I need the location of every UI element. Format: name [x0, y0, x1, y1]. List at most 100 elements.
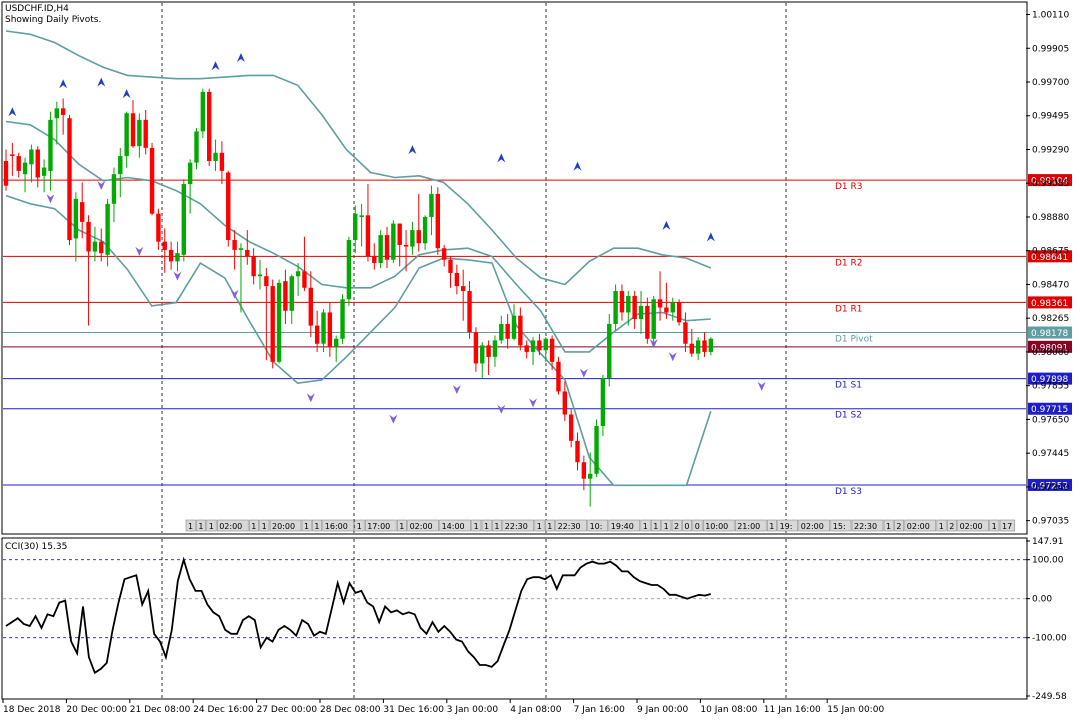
time-tag-text: 0	[695, 522, 700, 531]
pivot-level-label: D1 R3	[835, 182, 863, 192]
candle-body	[695, 340, 701, 354]
candle-body	[86, 221, 91, 252]
fractal-up-arrow	[573, 161, 582, 171]
fractal-up-arrow	[706, 232, 715, 242]
time-tag-text: 22:30	[558, 522, 581, 531]
fractal-up-arrow	[211, 61, 220, 71]
time-tag-text: 1	[357, 522, 362, 531]
bullish-candle	[137, 113, 142, 158]
fractal-up-arrow	[8, 107, 17, 117]
bearish-candle	[67, 114, 72, 245]
time-axis-label: 9 Jan 00:00	[637, 705, 689, 715]
bullish-candle	[175, 241, 180, 272]
candle-body	[461, 286, 466, 292]
bearish-candle	[314, 310, 320, 352]
indicator-subtitle: Showing Daily Pivots.	[5, 15, 102, 25]
candle-body	[410, 230, 415, 247]
candle-body	[289, 276, 294, 311]
time-tag	[894, 519, 905, 532]
time-tag-text: 02:00	[219, 522, 242, 531]
time-tag-text: 1	[399, 522, 404, 531]
time-tag-text: 1	[664, 522, 669, 531]
pivot-level-label: D1 R2	[835, 258, 863, 268]
pivot-price-tag-text: 0.97252	[1031, 481, 1068, 491]
candle-body	[54, 108, 59, 119]
bearish-candle	[632, 291, 637, 329]
candle-body	[137, 119, 142, 147]
candle-body	[99, 241, 104, 254]
pivot-price-tag	[1028, 296, 1072, 309]
time-tag	[851, 519, 884, 532]
time-tag-text: 17:00	[367, 522, 390, 531]
candle-body	[708, 338, 714, 352]
bullish-candle	[651, 295, 656, 343]
price-tick-label: 0.99495	[1032, 112, 1069, 122]
time-axis-label: 24 Dec 16:00	[193, 705, 254, 715]
bullish-candle	[670, 297, 675, 321]
time-tag-text: 22:30	[854, 522, 877, 531]
bearish-candle	[645, 297, 650, 344]
candle-body	[308, 287, 313, 326]
time-tag-text: 1	[643, 522, 648, 531]
bullish-candle	[257, 259, 263, 290]
bullish-candle	[41, 159, 47, 193]
time-tag	[471, 519, 482, 532]
time-axis-label: 4 Jan 08:00	[510, 705, 562, 715]
bearish-candle	[327, 302, 333, 357]
pivot-price-tag-text: 0.98091	[1031, 343, 1068, 353]
time-axis-label: 21 Dec 08:00	[130, 705, 191, 715]
candle-body	[162, 241, 167, 250]
candle-body	[626, 295, 631, 313]
candle-body	[638, 305, 644, 320]
bearish-candle	[143, 109, 148, 155]
time-tag-text: 02:00	[410, 522, 433, 531]
time-tag-text: 14:00	[442, 522, 465, 531]
bearish-candle	[486, 340, 491, 375]
price-tick-label: 0.97445	[1032, 449, 1069, 459]
fractal-up-arrow	[497, 153, 506, 163]
bearish-candle	[130, 100, 136, 148]
candle-body	[435, 193, 440, 249]
price-tick-label: 0.97650	[1032, 415, 1069, 425]
candle-body	[73, 198, 79, 239]
bullish-candle	[194, 128, 199, 170]
candle-body	[238, 248, 244, 250]
bearish-candle	[3, 149, 9, 191]
candle-body	[549, 338, 555, 362]
candle-body	[175, 253, 180, 262]
fractal-down-arrow	[306, 393, 315, 403]
time-tag	[502, 519, 535, 532]
candle-body	[454, 272, 460, 287]
bullish-candle	[511, 304, 517, 341]
time-axis-label: 11 Jan 16:00	[764, 705, 821, 715]
cci-line	[5, 556, 712, 675]
time-tag	[396, 519, 407, 532]
candle-body	[429, 193, 434, 217]
bullish-candle	[638, 291, 644, 334]
bearish-candle	[283, 269, 288, 324]
candle-body	[372, 256, 377, 264]
bearish-candle	[99, 228, 104, 262]
candle-body	[22, 162, 28, 175]
fractal-down-arrow	[389, 414, 398, 424]
cci-tick-label: 147.91	[1032, 537, 1064, 547]
fractal-up-arrow	[122, 89, 131, 99]
time-tag	[999, 519, 1016, 532]
price-tick-label: 0.99290	[1032, 145, 1069, 155]
time-axis-label: 15 Jan 00:00	[827, 705, 884, 715]
bearish-candle	[473, 327, 479, 372]
candle-body	[645, 305, 650, 339]
bearish-candle	[454, 264, 460, 295]
bearish-candle	[245, 230, 250, 265]
bearish-candle	[435, 187, 440, 255]
fractal-down-arrow	[230, 289, 239, 299]
price-tick-label: 0.98265	[1032, 314, 1069, 324]
bearish-candle	[518, 307, 523, 351]
fractal-down-arrow	[46, 194, 55, 204]
bullish-candle	[54, 101, 59, 145]
bearish-candle	[80, 182, 85, 239]
candle-body	[283, 281, 288, 311]
bearish-candle	[416, 193, 421, 252]
bearish-candle	[384, 226, 390, 268]
